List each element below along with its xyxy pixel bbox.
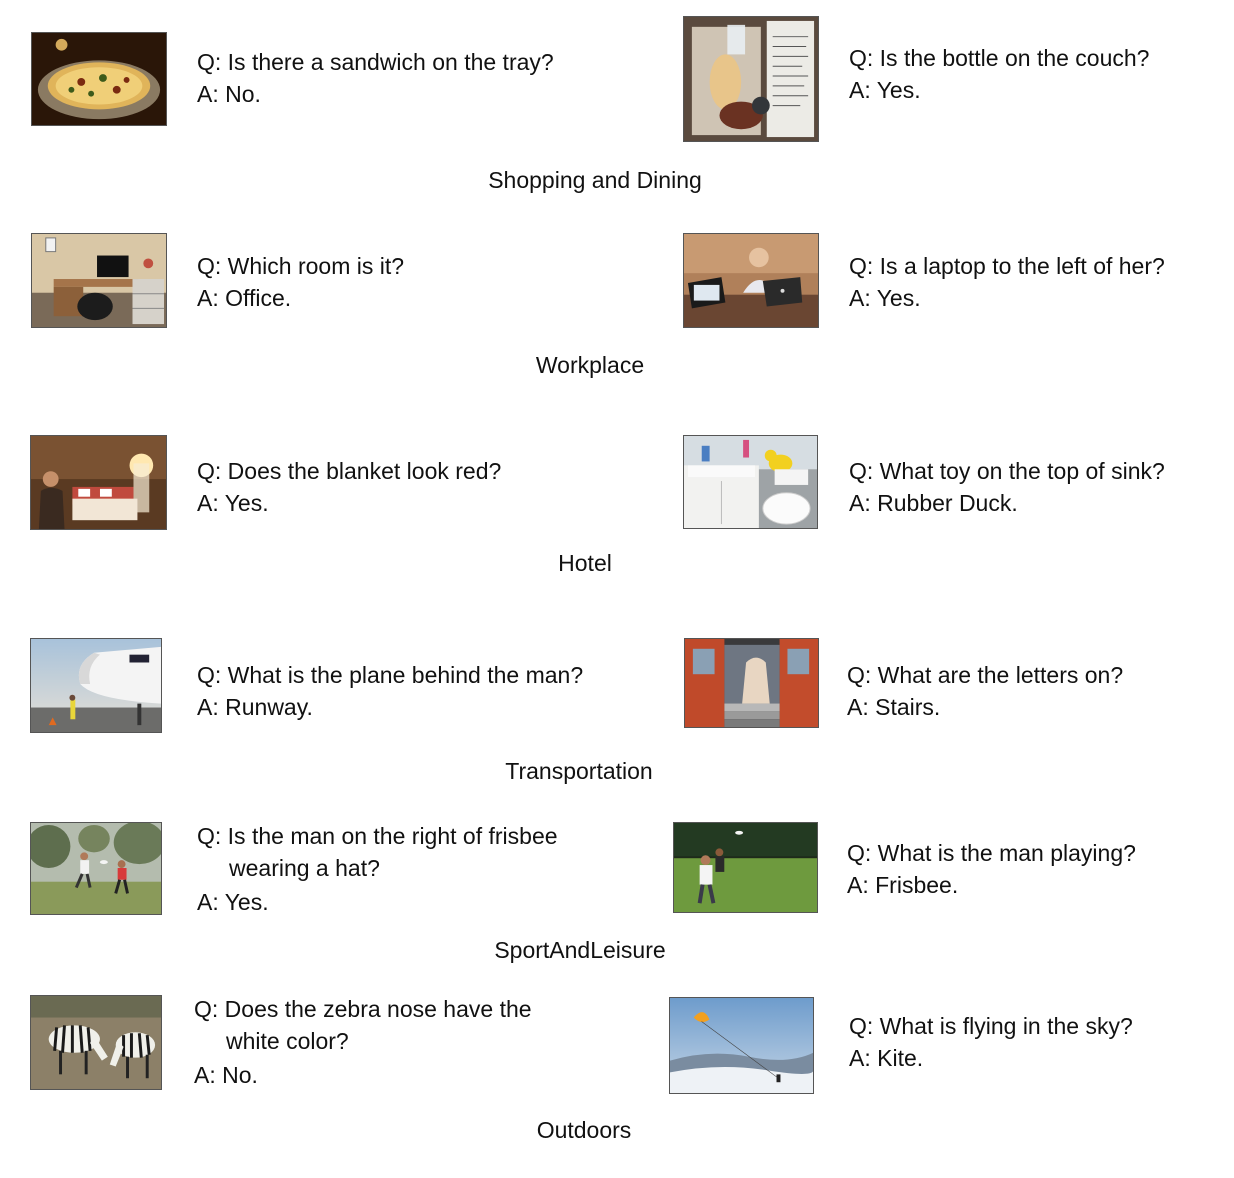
- category-label: Shopping and Dining: [488, 167, 702, 193]
- question-text: Q: What is flying in the sky?: [849, 1013, 1133, 1039]
- question-text: Q: What is the man playing?: [847, 840, 1136, 866]
- train-door-photo: [684, 638, 819, 728]
- qa-workplace-2: Q: Is a laptop to the left of her? A: Ye…: [849, 250, 1165, 314]
- category-label: SportAndLeisure: [494, 937, 666, 963]
- question-text: Q: Is there a sandwich on the tray?: [197, 49, 554, 75]
- answer-text: A: Stairs.: [847, 694, 941, 720]
- answer-text: A: No.: [197, 81, 261, 107]
- qa-hotel-2: Q: What toy on the top of sink? A: Rubbe…: [849, 455, 1165, 519]
- answer-text: A: Frisbee.: [847, 872, 959, 898]
- qa-sport-2: Q: What is the man playing? A: Frisbee.: [847, 837, 1136, 901]
- answer-text: A: Runway.: [197, 694, 313, 720]
- question-text: Q: What toy on the top of sink?: [849, 458, 1165, 484]
- frisbee-player-photo: [673, 822, 818, 913]
- question-text-line1: Q: Is the man on the right of frisbee: [197, 823, 558, 849]
- category-label: Transportation: [505, 758, 653, 784]
- category-label: Workplace: [535, 352, 645, 378]
- answer-text: A: Kite.: [849, 1045, 924, 1071]
- answer-text: A: Rubber Duck.: [849, 490, 1018, 516]
- answer-text: A: No.: [194, 1062, 258, 1088]
- qa-shopping-2: Q: Is the bottle on the couch? A: Yes.: [849, 42, 1149, 106]
- question-text: Q: Which room is it?: [197, 253, 405, 279]
- qa-hotel-1: Q: Does the blanket look red? A: Yes.: [197, 455, 501, 519]
- question-text-line2: wearing a hat?: [229, 855, 380, 881]
- frisbee-field-photo: [30, 822, 162, 915]
- answer-text: A: Office.: [197, 285, 292, 311]
- bathroom-sink-photo: [683, 435, 818, 529]
- answer-text: A: Yes.: [849, 77, 921, 103]
- category-label: Outdoors: [536, 1117, 632, 1143]
- answer-text: A: Yes.: [197, 490, 269, 516]
- question-text-line1: Q: Does the zebra nose have the: [194, 996, 532, 1022]
- category-label: Hotel: [558, 550, 612, 576]
- woman-laptop-photo: [683, 233, 819, 328]
- hotel-room-photo: [30, 435, 167, 530]
- zebras-photo: [30, 995, 162, 1090]
- qa-sport-1: Q: Is the man on the right of frisbee we…: [197, 820, 558, 918]
- kite-snow-photo: [669, 997, 814, 1094]
- airplane-photo: [30, 638, 162, 733]
- question-text: Q: What are the letters on?: [847, 662, 1124, 688]
- qa-outdoors-2: Q: What is flying in the sky? A: Kite.: [849, 1010, 1133, 1074]
- question-text: Q: Does the blanket look red?: [197, 458, 502, 484]
- question-text: Q: Is the bottle on the couch?: [849, 45, 1150, 71]
- answer-text: A: Yes.: [197, 889, 269, 915]
- office-desk-photo: [31, 233, 167, 328]
- qa-outdoors-1: Q: Does the zebra nose have the white co…: [194, 993, 532, 1091]
- question-text: Q: Is a laptop to the left of her?: [849, 253, 1165, 279]
- qa-workplace-1: Q: Which room is it? A: Office.: [197, 250, 404, 314]
- question-text-line2: white color?: [226, 1028, 349, 1054]
- qa-shopping-1: Q: Is there a sandwich on the tray? A: N…: [197, 46, 554, 110]
- receipt-food-photo: [683, 16, 819, 142]
- qa-transport-1: Q: What is the plane behind the man? A: …: [197, 659, 583, 723]
- pizza-photo: [31, 32, 167, 126]
- qa-transport-2: Q: What are the letters on? A: Stairs.: [847, 659, 1123, 723]
- question-text: Q: What is the plane behind the man?: [197, 662, 584, 688]
- answer-text: A: Yes.: [849, 285, 921, 311]
